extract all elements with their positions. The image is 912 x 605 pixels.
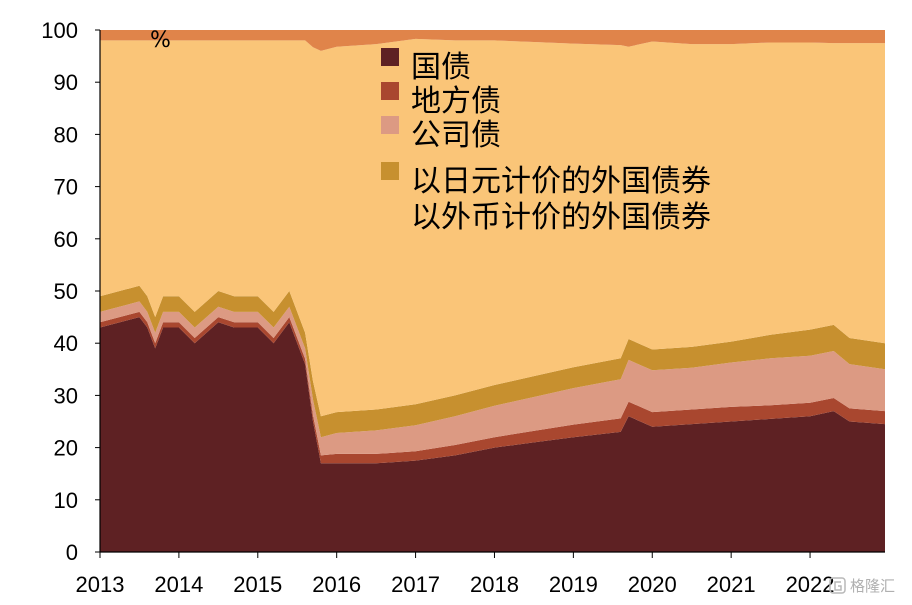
legend-label-3: 以日元计价的外国债券 [411, 164, 711, 199]
y-tick-label: 20 [54, 436, 78, 461]
area-series-3 [100, 285, 885, 438]
legend-label-1: 地方债 [411, 84, 501, 119]
glh-logo-icon [829, 577, 846, 594]
area-series-2 [100, 301, 885, 456]
x-tick-label: 2018 [470, 572, 519, 597]
y-tick-label: 10 [54, 488, 78, 513]
x-tick-label: 2021 [707, 572, 756, 597]
x-tick-label: 2014 [154, 572, 203, 597]
y-tick-label: 60 [54, 227, 78, 252]
x-tick-label: 2016 [312, 572, 361, 597]
y-axis-unit-label: % [150, 28, 171, 53]
y-tick-label: 70 [54, 175, 78, 200]
y-tick-label: 90 [54, 70, 78, 95]
legend-swatch-3 [381, 162, 399, 180]
axes [95, 29, 885, 558]
x-tick-label: 2020 [628, 572, 677, 597]
area-series-5 [100, 30, 885, 51]
watermark: 格隆汇 [829, 577, 895, 595]
legend-label-4: 以外币计价的外国债券 [411, 200, 711, 235]
x-axis-tick-labels: 2013 2014 2015 2016 2017 2018 2019 2020 2021 2022 [76, 572, 835, 597]
x-tick-label: 2017 [391, 572, 440, 597]
y-axis-tick-labels: 0 10 20 30 40 50 60 70 80 90 100 [41, 18, 78, 565]
legend-label-0: 国债 [411, 50, 471, 85]
y-tick-label: 50 [54, 279, 78, 304]
area-layers [100, 30, 885, 552]
area-series-0 [100, 317, 885, 552]
y-tick-label: 80 [54, 122, 78, 147]
x-tick-label: 2013 [76, 572, 125, 597]
area-series-1 [100, 311, 885, 464]
watermark-text: 格隆汇 [850, 577, 895, 595]
legend-swatch-0 [381, 48, 399, 66]
x-tick-label: 2019 [549, 572, 598, 597]
y-tick-label: 100 [41, 18, 78, 43]
y-tick-label: 40 [54, 331, 78, 356]
legend-swatch-1 [381, 82, 399, 100]
area-series-4 [100, 38, 885, 417]
y-tick-label: 0 [66, 540, 78, 565]
y-tick-label: 30 [54, 383, 78, 408]
legend-swatch-2 [381, 116, 399, 134]
x-tick-label: 2015 [233, 572, 282, 597]
x-tick-label: 2022 [786, 572, 835, 597]
legend-label-2: 公司债 [411, 118, 501, 153]
